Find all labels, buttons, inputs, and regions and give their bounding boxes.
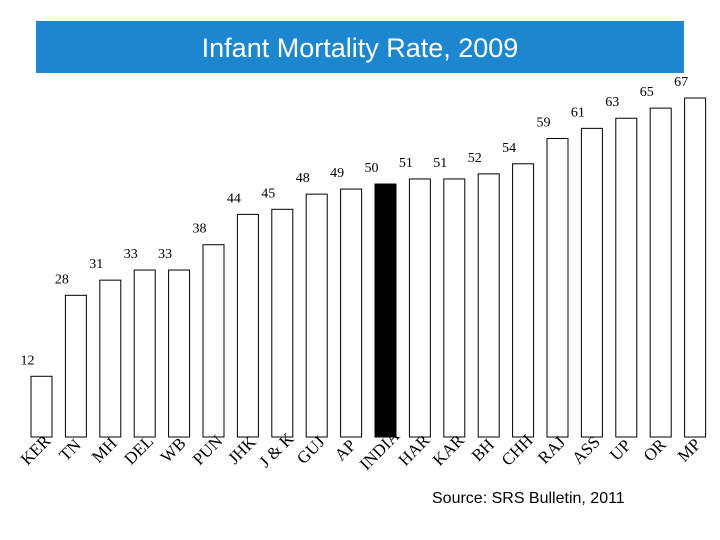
bar-wb xyxy=(168,269,191,438)
data-label: 49 xyxy=(330,166,344,181)
data-label: 51 xyxy=(433,156,447,171)
bar-mp xyxy=(684,97,707,438)
data-label: 54 xyxy=(502,141,516,156)
bar-bh xyxy=(477,173,500,438)
x-tick-label: TN xyxy=(55,435,84,464)
data-label: 28 xyxy=(55,272,69,287)
bar-ker xyxy=(30,375,53,438)
x-tick-label: MP xyxy=(674,435,705,466)
bar-mh xyxy=(99,279,122,438)
bar-guj xyxy=(305,193,328,438)
title-banner: Infant Mortality Rate, 2009 xyxy=(36,21,684,73)
data-label: 63 xyxy=(605,95,619,110)
x-tick-label: RAJ xyxy=(534,432,569,467)
bar-up xyxy=(615,117,638,438)
bar-jk xyxy=(271,208,294,438)
x-tick-label: MH xyxy=(88,434,121,467)
source-note: Source: SRS Bulletin, 2011 xyxy=(432,490,625,507)
x-tick-label: WB xyxy=(157,434,190,467)
data-label: 50 xyxy=(365,161,379,176)
data-label: 45 xyxy=(261,186,275,201)
bar-jhk xyxy=(236,213,259,438)
bar-har xyxy=(408,178,431,438)
data-label: 31 xyxy=(89,257,103,272)
bar-or xyxy=(649,107,672,438)
data-label: 51 xyxy=(399,156,413,171)
bar-raj xyxy=(546,137,569,438)
bar-ass xyxy=(580,127,603,438)
bar-kar xyxy=(443,178,466,438)
data-label: 33 xyxy=(124,247,138,262)
data-label: 61 xyxy=(571,105,585,120)
x-tick-label: ASS xyxy=(568,432,603,467)
x-tick-label: BH xyxy=(468,435,498,465)
data-label: 33 xyxy=(158,247,172,262)
bar-chh xyxy=(512,163,535,438)
bar-tn xyxy=(64,294,87,438)
x-tick-label: UP xyxy=(606,436,635,465)
data-label: 65 xyxy=(640,85,654,100)
bar-ap xyxy=(340,188,363,438)
data-label: 38 xyxy=(193,222,207,237)
bar-del xyxy=(133,269,156,438)
data-label: 44 xyxy=(227,191,241,206)
data-label: 59 xyxy=(537,115,551,130)
bar-india xyxy=(374,183,397,438)
data-label: 12 xyxy=(21,353,35,368)
data-label: 52 xyxy=(468,151,482,166)
data-label: 48 xyxy=(296,171,310,186)
chart-title: Infant Mortality Rate, 2009 xyxy=(201,33,519,63)
data-label: 67 xyxy=(674,75,688,90)
x-tick-label: OR xyxy=(640,435,671,466)
bar-pun xyxy=(202,244,225,438)
